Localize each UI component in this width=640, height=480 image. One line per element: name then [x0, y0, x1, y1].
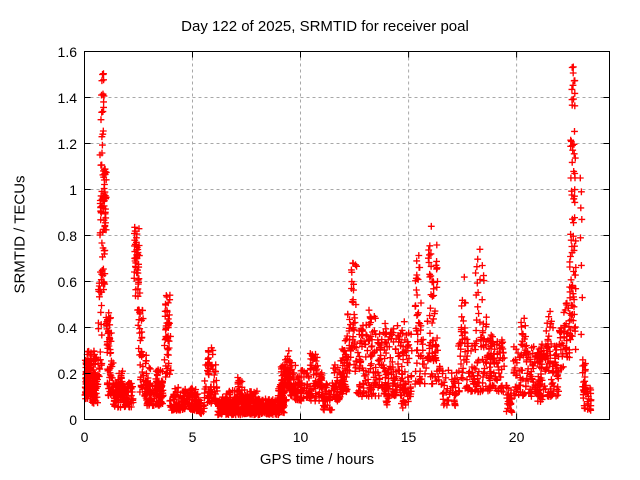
y-tick-label: 0	[69, 411, 77, 428]
y-tick-label: 0.2	[57, 365, 77, 382]
x-tick-label: 5	[188, 429, 197, 445]
y-tick-label: 1.4	[57, 89, 77, 106]
y-tick-label: 1.6	[57, 43, 77, 60]
grid-lines	[84, 51, 610, 420]
axis-ticks	[84, 51, 610, 420]
y-tick-label: 0.6	[57, 273, 77, 290]
y-tick-label: 0.4	[57, 319, 77, 336]
data-points	[81, 63, 595, 419]
x-tick-label: 0	[80, 429, 89, 445]
x-axis-label: GPS time / hours	[259, 451, 375, 468]
x-tick-label: 15	[400, 429, 417, 445]
x-tick-label: 20	[508, 429, 525, 445]
y-tick-label: 0.8	[57, 227, 77, 244]
y-tick-label: 1.2	[57, 135, 77, 152]
chart-title: Day 122 of 2025, SRMTID for receiver poa…	[181, 18, 469, 35]
x-tick-label: 10	[292, 429, 309, 445]
y-tick-label: 1	[69, 181, 77, 198]
